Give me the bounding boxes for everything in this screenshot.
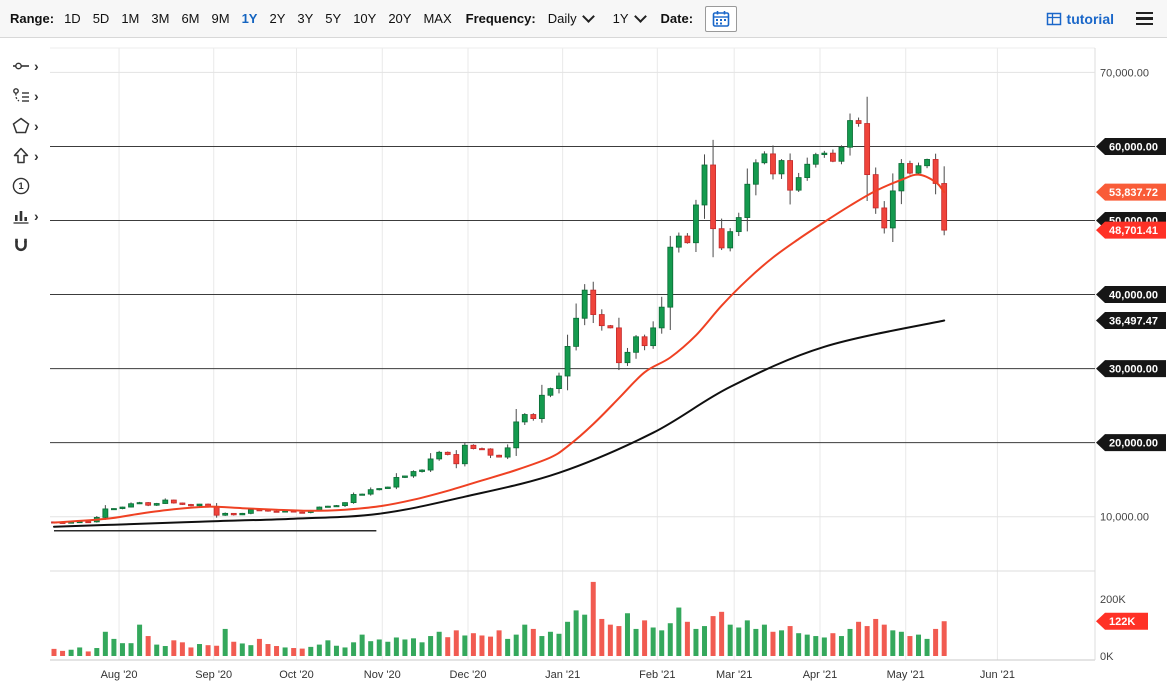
y-axis-layer: 70,000.0010,000.0060,000.0050,000.0040,0… bbox=[1096, 67, 1166, 663]
svg-text:Oct '20: Oct '20 bbox=[279, 669, 314, 681]
range-label: Range: bbox=[10, 11, 55, 26]
range-button-3y[interactable]: 3Y bbox=[297, 11, 314, 26]
svg-text:1: 1 bbox=[18, 181, 24, 192]
annotations-list-tool-icon bbox=[13, 87, 29, 102]
svg-text:Sep '20: Sep '20 bbox=[195, 669, 232, 681]
chevron-right-icon: › bbox=[34, 57, 39, 74]
chevron-right-icon: › bbox=[34, 147, 39, 164]
indicator-tool-icon bbox=[13, 210, 29, 224]
svg-text:Mar '21: Mar '21 bbox=[716, 669, 752, 681]
range-button-9m[interactable]: 9M bbox=[211, 11, 230, 26]
chevron-right-icon: › bbox=[34, 117, 39, 134]
hamburger-menu-icon[interactable] bbox=[1136, 11, 1153, 26]
svg-text:Aug '20: Aug '20 bbox=[101, 669, 138, 681]
top-toolbar: Range: 1D 5D 1M 3M 6M 9M 1Y 2Y 3Y 5Y 10Y 20Y MAX Fre… bbox=[0, 0, 1167, 38]
table-grid-icon bbox=[1046, 12, 1061, 25]
arrow-marker-tool-icon bbox=[13, 147, 29, 163]
svg-text:Feb '21: Feb '21 bbox=[639, 669, 675, 681]
svg-text:Jun '21: Jun '21 bbox=[980, 669, 1015, 681]
brand-text: tutorial bbox=[1066, 10, 1114, 27]
range-button-5d[interactable]: 5D bbox=[92, 11, 110, 26]
range-button-2y[interactable]: 2Y bbox=[269, 11, 286, 26]
svg-text:70,000.00: 70,000.00 bbox=[1100, 67, 1149, 79]
period-dropdown[interactable]: 1Y bbox=[612, 10, 647, 26]
frequency-dropdown[interactable]: Daily bbox=[547, 10, 595, 26]
annotations-list-tool[interactable]: › bbox=[11, 84, 50, 107]
svg-text:0K: 0K bbox=[1100, 651, 1114, 663]
numbered-label-tool[interactable]: 1 bbox=[11, 174, 50, 197]
svg-text:200K: 200K bbox=[1100, 594, 1126, 606]
frequency-value: Daily bbox=[547, 11, 577, 26]
grid-layer bbox=[50, 47, 1096, 661]
svg-text:Jan '21: Jan '21 bbox=[545, 669, 580, 681]
x-axis-layer: Aug '20 Sep '20 Oct '20 Nov '20 Dec '20 Jan '… bbox=[101, 669, 1015, 681]
range-button-1m[interactable]: 1M bbox=[121, 11, 140, 26]
svg-text:10,000.00: 10,000.00 bbox=[1100, 512, 1149, 524]
range-button-1d[interactable]: 1D bbox=[64, 11, 81, 26]
svg-text:Dec '20: Dec '20 bbox=[450, 669, 487, 681]
chevron-down-icon bbox=[581, 10, 595, 23]
svg-text:Nov '20: Nov '20 bbox=[364, 669, 401, 681]
range-button-20y[interactable]: 20Y bbox=[388, 11, 412, 26]
shapes-tool-icon bbox=[12, 117, 30, 133]
range-button-1y[interactable]: 1Y bbox=[241, 11, 258, 26]
range-buttons: 1D 5D 1M 3M 6M 9M 1Y 2Y 3Y 5Y 10Y 20Y MAX bbox=[64, 11, 452, 26]
svg-text:20,000.00: 20,000.00 bbox=[1109, 438, 1158, 450]
numbered-label-tool-icon: 1 bbox=[12, 177, 30, 194]
candles-layer bbox=[51, 96, 948, 524]
volume-layer bbox=[51, 581, 947, 656]
calendar-icon bbox=[712, 10, 730, 27]
chevron-right-icon: › bbox=[34, 207, 39, 224]
date-picker-button[interactable] bbox=[705, 5, 738, 32]
svg-text:40,000.00: 40,000.00 bbox=[1109, 290, 1158, 302]
svg-text:48,701.41: 48,701.41 bbox=[1109, 225, 1158, 237]
svg-text:Apr '21: Apr '21 bbox=[803, 669, 838, 681]
range-button-max[interactable]: MAX bbox=[423, 11, 452, 26]
trend-segment-tool-icon bbox=[13, 62, 29, 69]
chevron-right-icon: › bbox=[34, 87, 39, 104]
overlay-ma-layer bbox=[53, 173, 946, 528]
brand-link[interactable]: tutorial bbox=[1046, 11, 1114, 27]
svg-text:60,000.00: 60,000.00 bbox=[1109, 141, 1158, 153]
chart-stage: › › › › 1 › 70,000.00 10,000.00 60,000.00 50,000… bbox=[0, 38, 1167, 693]
svg-text:May '21: May '21 bbox=[887, 669, 925, 681]
arrow-marker-tool[interactable]: › bbox=[11, 144, 50, 167]
svg-text:53,837.72: 53,837.72 bbox=[1109, 187, 1158, 199]
drawing-toolbar: › › › › 1 › bbox=[0, 54, 50, 257]
magnet-mode-tool[interactable] bbox=[11, 234, 50, 257]
indicator-tool[interactable]: › bbox=[11, 204, 50, 227]
range-button-10y[interactable]: 10Y bbox=[353, 11, 377, 26]
range-button-3m[interactable]: 3M bbox=[151, 11, 170, 26]
chart-area[interactable]: 70,000.00 10,000.00 60,000.00 50,000.00 40,0… bbox=[50, 38, 1167, 693]
stock-chart-svg: 70,000.0010,000.0060,000.0050,000.0040,0… bbox=[50, 47, 1166, 681]
chevron-down-icon bbox=[633, 10, 647, 23]
date-label: Date: bbox=[660, 11, 694, 26]
shapes-tool[interactable]: › bbox=[11, 114, 50, 137]
period-value: 1Y bbox=[612, 11, 629, 26]
svg-text:30,000.00: 30,000.00 bbox=[1109, 364, 1158, 376]
frequency-label: Frequency: bbox=[465, 11, 536, 26]
svg-text:36,497.47: 36,497.47 bbox=[1109, 315, 1158, 327]
svg-text:122K: 122K bbox=[1109, 616, 1135, 628]
range-button-6m[interactable]: 6M bbox=[181, 11, 200, 26]
magnet-mode-tool-icon bbox=[15, 238, 27, 251]
range-button-5y[interactable]: 5Y bbox=[325, 11, 342, 26]
trend-segment-tool[interactable]: › bbox=[11, 54, 50, 77]
